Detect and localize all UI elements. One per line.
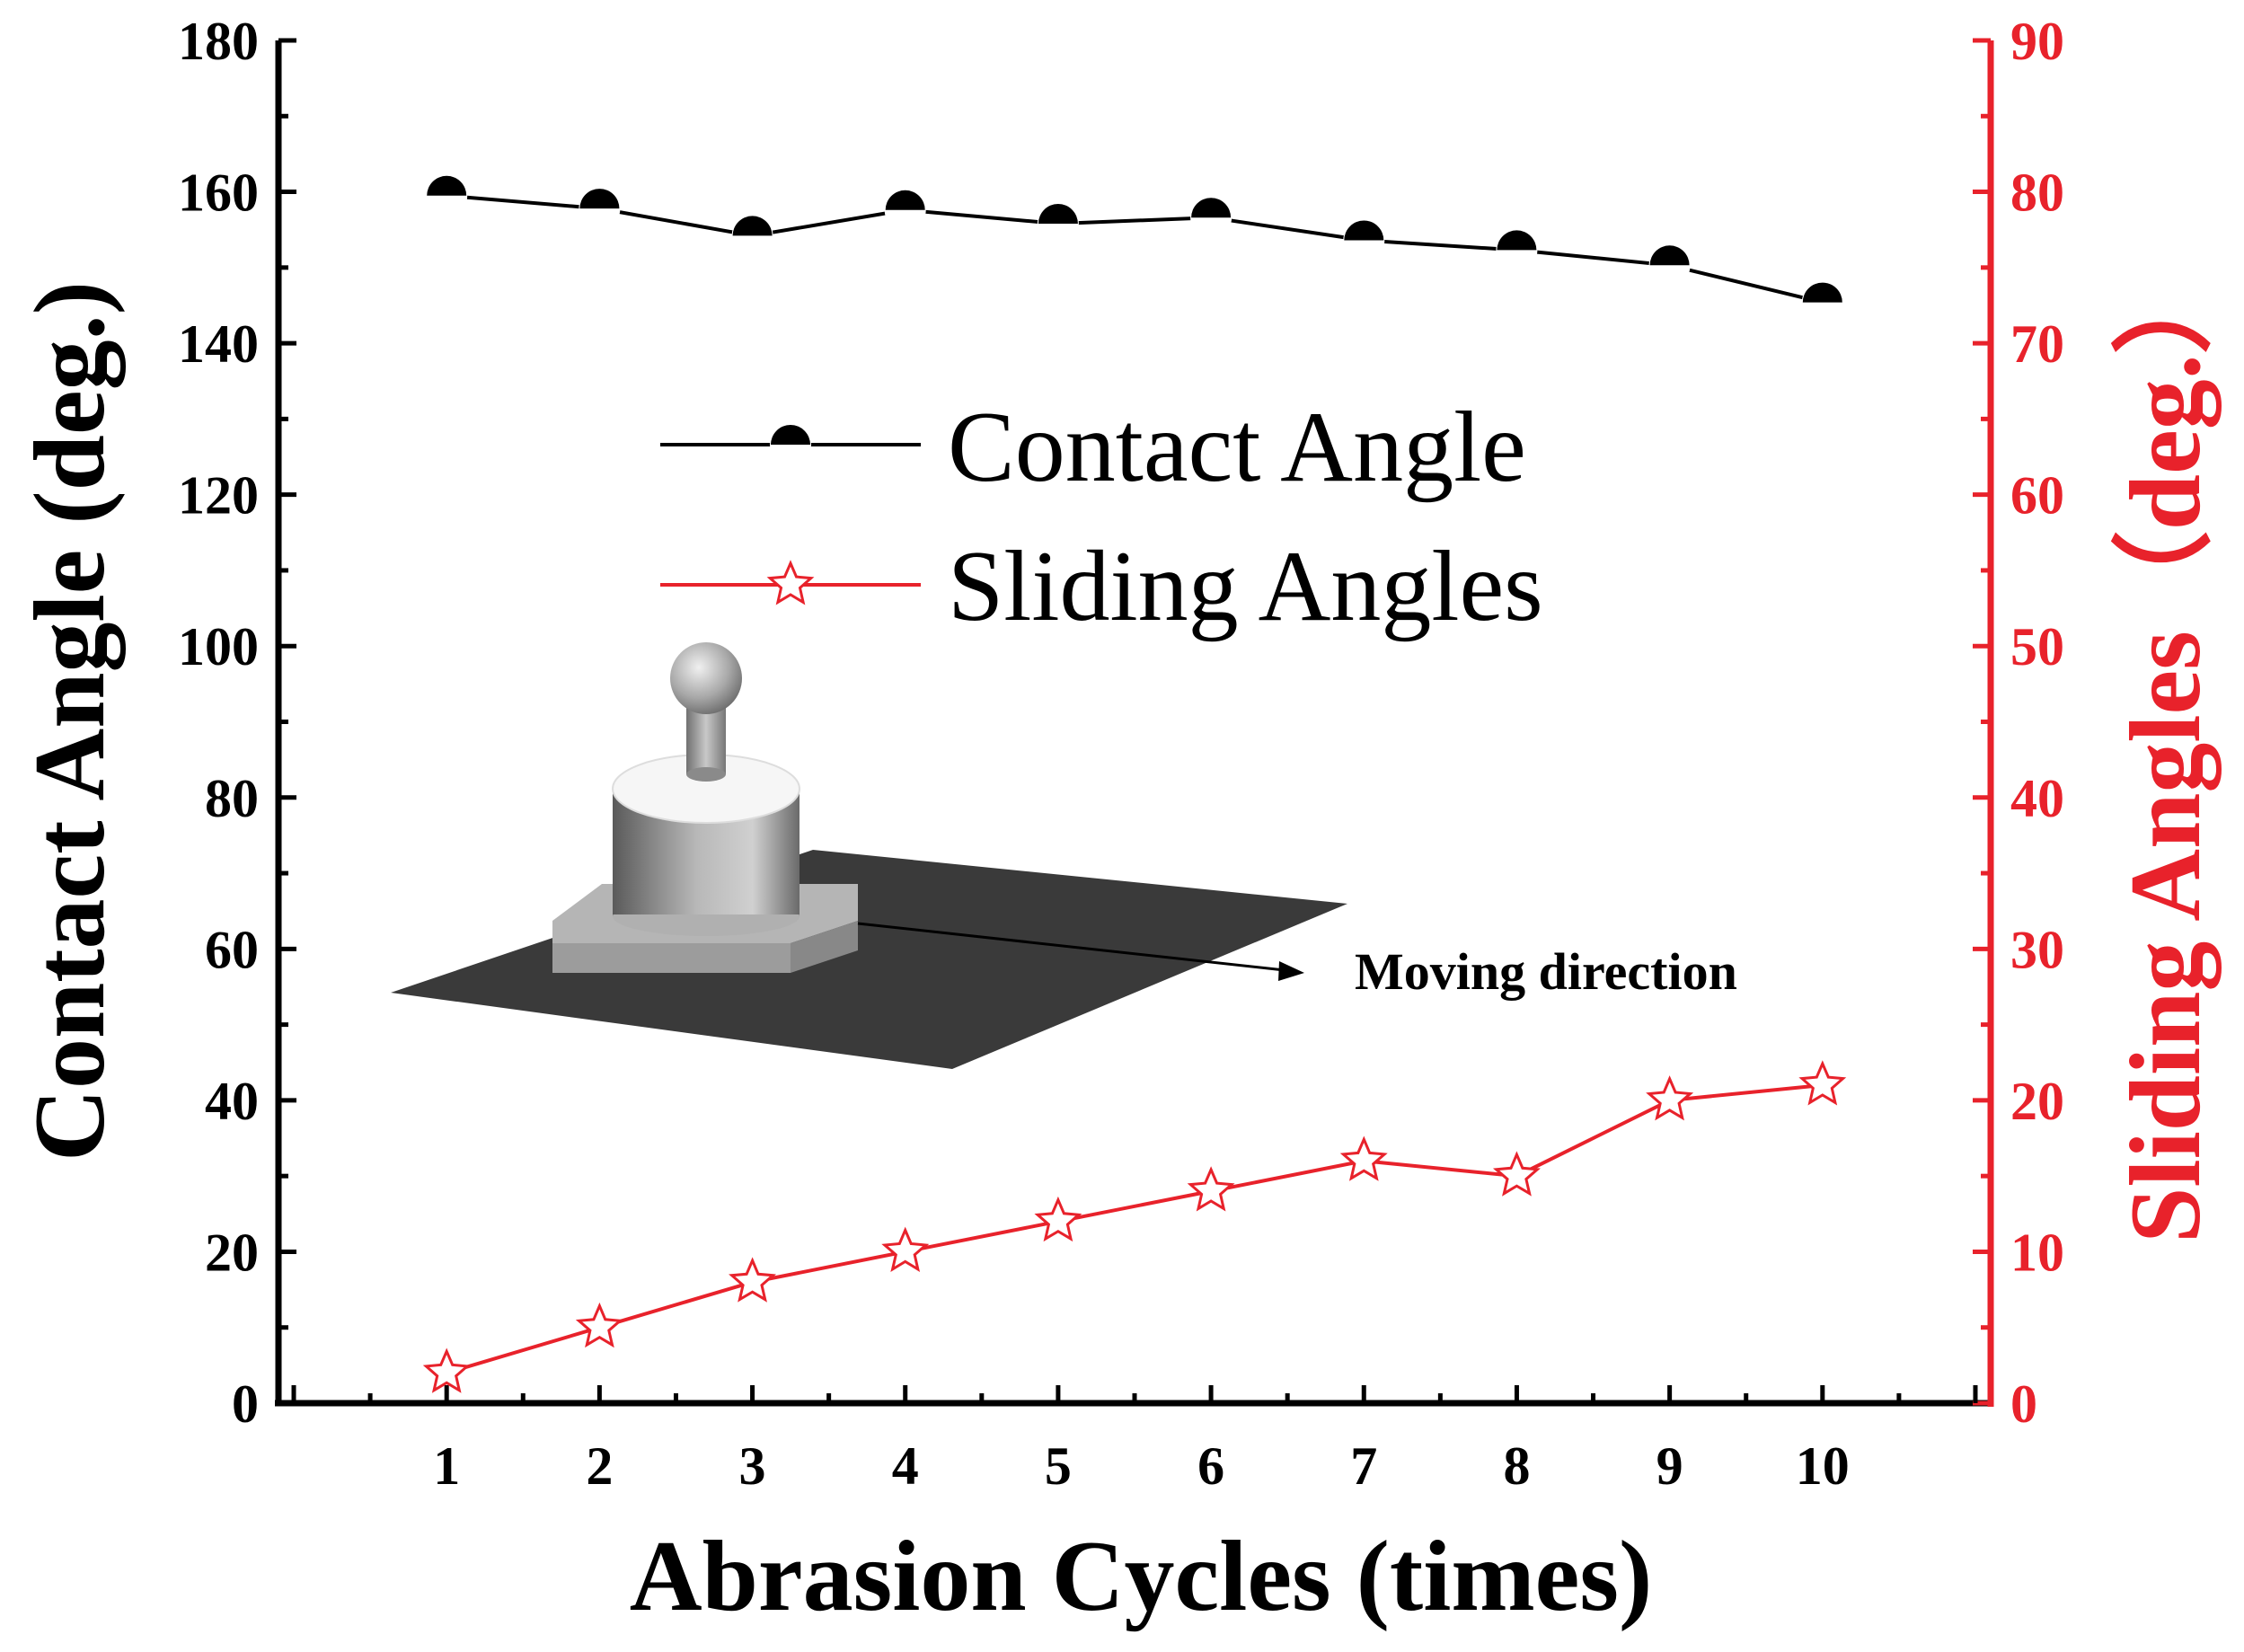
x-tick-label: 5: [1045, 1436, 1072, 1496]
sliding-angle-point: [575, 1302, 623, 1348]
right-y-tick-label: 0: [2010, 1374, 2037, 1434]
legend-label-contact-angle: Contact Angle: [948, 392, 1526, 503]
sliding-angle-point: [729, 1257, 777, 1303]
left-y-tick-label: 140: [178, 314, 259, 374]
right-y-tick-label: 60: [2010, 466, 2064, 526]
moving-direction-arrow: [857, 922, 1285, 972]
sliding-angle-point: [1339, 1135, 1388, 1181]
left-y-tick-label: 80: [205, 769, 259, 828]
sliding-angle-point: [1492, 1151, 1541, 1197]
sample-base-right: [791, 921, 858, 973]
left-y-axis-ticks: 0 20 40 60 80 100 120 140 160 180: [178, 12, 296, 1434]
right-y-tick-label: 80: [2010, 163, 2064, 223]
contact-angle-point: [884, 189, 926, 231]
abrasion-substrate-sheet: [391, 850, 1347, 1069]
y-axis-right-label: Sliding Angles（deg.）: [2110, 253, 2222, 1243]
right-y-tick-label: 50: [2010, 617, 2064, 676]
sliding-angle-point: [1187, 1166, 1235, 1212]
legend: Contact Angle Sliding Angles: [660, 392, 1543, 642]
contact-angle-point: [1037, 203, 1079, 244]
legend-label-sliding-angles: Sliding Angles: [948, 531, 1543, 642]
sample-base-side: [552, 943, 791, 973]
weight-handle-stem-base: [686, 767, 726, 782]
x-tick-label: 7: [1350, 1436, 1377, 1496]
x-tick-label: 6: [1197, 1436, 1224, 1496]
x-tick-label: 10: [1796, 1436, 1850, 1496]
sliding-angle-series-line: [446, 1083, 1823, 1375]
x-tick-label: 1: [433, 1436, 460, 1496]
sliding-angle-point: [1646, 1075, 1694, 1121]
abrasion-apparatus-illustration: [391, 642, 1347, 1069]
contact-angle-point: [1496, 229, 1538, 271]
contact-angle-point: [731, 215, 773, 257]
sliding-angle-point: [1798, 1060, 1847, 1106]
right-y-tick-label: 20: [2010, 1072, 2064, 1131]
legend-marker-contact-angle: [770, 424, 811, 465]
moving-direction-label: Moving direction: [1355, 942, 1737, 1001]
x-axis-ticks: 1 2 3 4 5 6 7 8 9 10: [291, 1385, 1978, 1496]
right-y-tick-label: 90: [2010, 12, 2064, 71]
sliding-angle-point: [422, 1347, 471, 1393]
x-tick-label: 2: [586, 1436, 613, 1496]
x-tick-label: 9: [1656, 1436, 1683, 1496]
right-y-tick-label: 70: [2010, 314, 2064, 374]
left-y-tick-label: 60: [205, 920, 259, 979]
sliding-angle-point: [1034, 1196, 1082, 1242]
left-y-tick-label: 40: [205, 1072, 259, 1131]
right-y-tick-label: 10: [2010, 1223, 2064, 1282]
left-y-tick-label: 20: [205, 1223, 259, 1282]
y-axis-left-label: Contact Angle (deg.): [14, 281, 126, 1162]
x-tick-label: 4: [892, 1436, 919, 1496]
contact-angle-point: [1648, 244, 1691, 287]
right-y-tick-label: 30: [2010, 920, 2064, 979]
left-y-tick-label: 120: [178, 466, 259, 526]
sliding-angle-point: [881, 1226, 930, 1273]
series-layer: [422, 174, 1847, 1393]
contact-angle-point: [1801, 281, 1843, 323]
moving-direction-arrowhead: [1278, 961, 1304, 981]
left-y-tick-label: 180: [178, 12, 259, 71]
x-tick-label: 3: [739, 1436, 766, 1496]
weight-handle-ball: [670, 642, 742, 714]
left-y-tick-label: 100: [178, 617, 259, 676]
x-axis-label: Abrasion Cycles (times): [630, 1521, 1652, 1632]
legend-marker-sliding-angles: [766, 560, 815, 605]
right-y-axis-ticks: 0 10 20 30 40 50 60 70 80 90: [1973, 12, 2064, 1434]
contact-angle-series-line: [446, 193, 1824, 305]
left-y-tick-label: 0: [232, 1374, 259, 1434]
contact-angle-point: [1190, 197, 1232, 239]
contact-angle-point: [426, 174, 468, 216]
left-y-tick-label: 160: [178, 163, 259, 223]
contact-angle-point: [1343, 219, 1385, 261]
x-tick-label: 8: [1503, 1436, 1530, 1496]
contact-angle-point: [579, 188, 621, 230]
right-y-tick-label: 40: [2010, 769, 2064, 828]
